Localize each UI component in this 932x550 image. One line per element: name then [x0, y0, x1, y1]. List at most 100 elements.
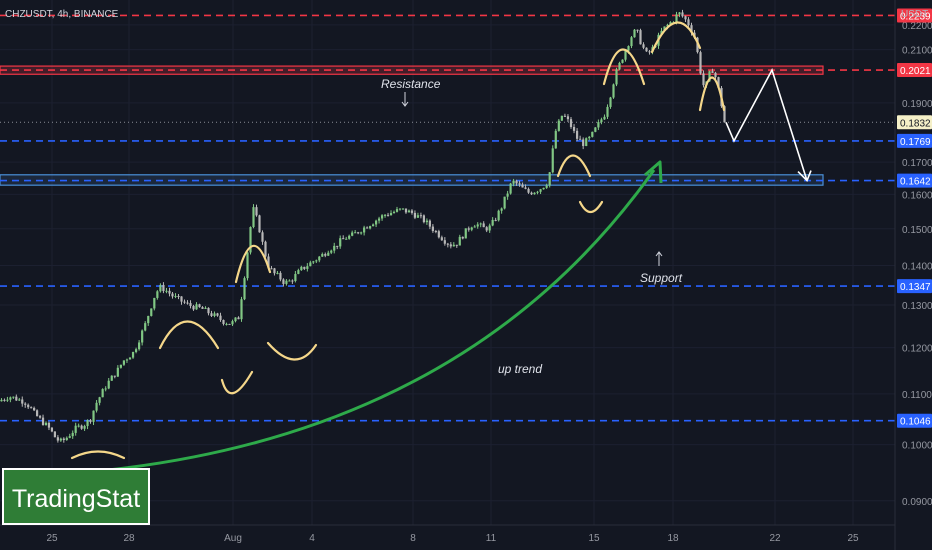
- candle-bear: [434, 231, 437, 233]
- candle-bull: [545, 185, 548, 188]
- candle-bull: [107, 380, 110, 389]
- candle-bull: [318, 256, 321, 261]
- x-tick-label: 25: [46, 533, 58, 544]
- candle-bull: [104, 388, 107, 390]
- candle-bear: [192, 306, 195, 310]
- x-tick-label: 22: [769, 533, 781, 544]
- price-label-box: [897, 279, 932, 294]
- candle-bull: [159, 284, 162, 292]
- candle-bull: [666, 24, 669, 27]
- candle-bear: [216, 313, 219, 316]
- candle-bull: [122, 360, 126, 365]
- candle-bull: [360, 232, 363, 234]
- candle-bear: [3, 399, 6, 401]
- candle-bull: [371, 224, 375, 227]
- candle-bull: [621, 59, 624, 63]
- x-tick-label: 15: [588, 533, 600, 544]
- candle-bull: [110, 375, 113, 381]
- candle-bear: [404, 208, 408, 213]
- candle-bull: [65, 437, 68, 441]
- x-tick-label: 8: [410, 533, 416, 544]
- candle-bear: [494, 219, 497, 221]
- candle-bull: [44, 422, 48, 426]
- candle-bull: [330, 250, 333, 253]
- candle-bull: [588, 136, 591, 139]
- candle-bear: [566, 116, 570, 120]
- candle-bull: [12, 396, 15, 398]
- candle-bull: [363, 227, 366, 233]
- wave-arc: [234, 244, 272, 284]
- candle-bull: [285, 280, 288, 284]
- candle-bear: [35, 410, 39, 417]
- candle-bear: [419, 215, 423, 217]
- resistance-pointer: [401, 92, 409, 107]
- wave-arc: [602, 48, 646, 86]
- candle-bull: [377, 218, 381, 221]
- candle-bear: [443, 240, 446, 244]
- y-tick-label: 0.2200: [902, 21, 932, 32]
- candle-bear: [201, 307, 204, 309]
- candle-bear: [648, 51, 651, 53]
- candle-bear: [386, 214, 390, 216]
- support-label: Support: [640, 271, 683, 285]
- y-tick-label: 0.1500: [902, 225, 932, 236]
- trend-label: up trend: [498, 362, 542, 376]
- candle-bull: [458, 236, 461, 246]
- candle-bull: [509, 183, 512, 194]
- candle-bull: [231, 321, 234, 325]
- candle-bull: [500, 208, 503, 211]
- candle-bear: [15, 396, 18, 401]
- candle-bear: [171, 293, 174, 297]
- candle-bear: [291, 280, 294, 282]
- candle-bull: [234, 317, 237, 322]
- candle-bull: [240, 299, 243, 320]
- trend-arrow-head: [644, 160, 663, 184]
- candle-bull: [369, 226, 372, 229]
- candle-bear: [449, 244, 452, 247]
- candle-bear: [461, 236, 464, 239]
- candle-bull: [395, 209, 399, 212]
- candle-bull: [627, 46, 630, 51]
- candle-bull: [669, 22, 672, 25]
- price-label: 0.1769: [900, 137, 931, 148]
- candle-bull: [315, 260, 318, 262]
- y-tick-label: 0.1000: [902, 441, 932, 452]
- price-label-box: [897, 115, 932, 130]
- wave-arc: [158, 320, 220, 350]
- candle-bear: [270, 268, 273, 270]
- candle-bull: [594, 127, 597, 132]
- candle-bear: [639, 30, 642, 45]
- candle-bull: [71, 432, 74, 437]
- candle-bull: [488, 225, 491, 231]
- candle-bull: [603, 116, 606, 120]
- candle-bull: [59, 438, 62, 441]
- candle-bear: [186, 302, 189, 304]
- candle-bear: [714, 72, 717, 78]
- candle-bull: [92, 410, 95, 422]
- candle-bull: [557, 120, 560, 131]
- candle-bull: [138, 342, 141, 350]
- price-label: 0.2239: [900, 11, 931, 22]
- candle-bear: [413, 212, 417, 218]
- candle-bull: [345, 238, 348, 240]
- candle-bear: [702, 73, 705, 86]
- price-label-box: [897, 413, 932, 428]
- candle-bear: [690, 25, 693, 33]
- candle-bear: [168, 290, 171, 294]
- candle-bear: [527, 188, 530, 193]
- currency-label: USDT: [901, 9, 928, 20]
- candle-bear: [21, 399, 24, 404]
- candle-bull: [225, 323, 228, 325]
- candle-bull: [389, 213, 393, 216]
- candle-bear: [303, 266, 306, 269]
- candle-bear: [410, 210, 414, 213]
- y-tick-label: 0.1200: [902, 344, 932, 355]
- candle-bull: [119, 364, 122, 368]
- candle-bull: [633, 29, 636, 38]
- candle-bull: [539, 189, 542, 192]
- y-tick-label: 0.1400: [902, 262, 932, 273]
- candle-bear: [255, 207, 258, 216]
- candle-bull: [663, 26, 666, 31]
- grid: [0, 0, 895, 525]
